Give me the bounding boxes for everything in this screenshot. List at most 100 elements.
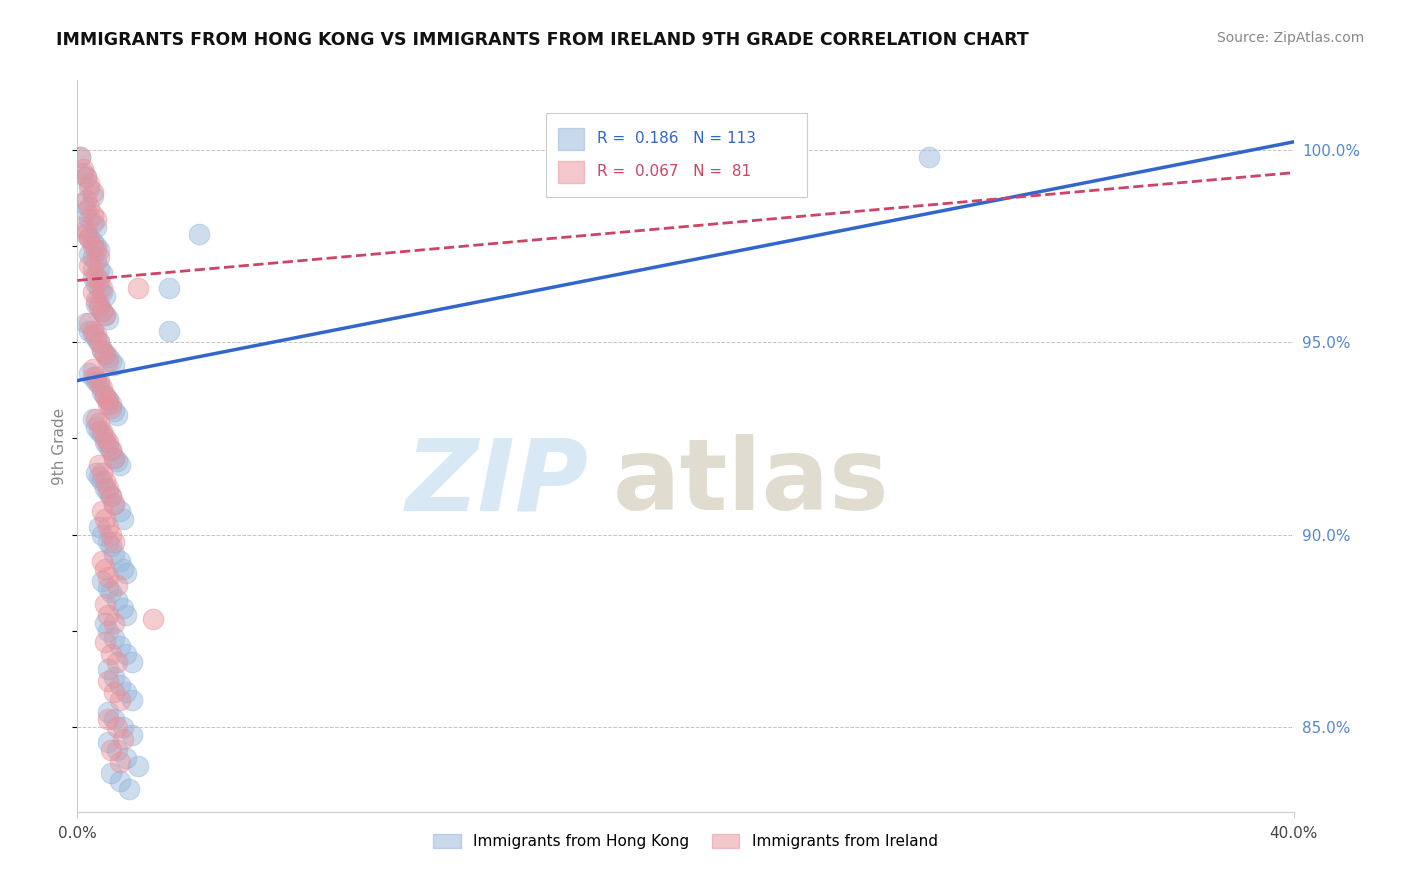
Point [121,728,143,742]
Point [75,169,97,184]
Point [87,296,110,310]
Point [72,219,94,234]
Point [97,624,120,638]
Text: R =  0.067   N =  81: R = 0.067 N = 81 [596,164,751,179]
Point [97,312,120,326]
Point [127,758,149,772]
Point [103,404,125,418]
Point [79,258,101,272]
Point [93,308,115,322]
Point [79,231,101,245]
Point [90,343,112,357]
Point [87,334,110,349]
Point [103,616,125,631]
Point [142,612,165,626]
Point [90,424,112,438]
Point [90,504,112,518]
Point [103,547,125,561]
Point [97,351,120,365]
Point [84,327,107,342]
Point [115,566,138,580]
Point [108,693,131,707]
Point [93,562,115,576]
Point [75,193,97,207]
FancyBboxPatch shape [546,113,807,197]
Point [100,442,122,457]
Point [87,424,110,438]
Point [90,304,112,318]
Point [84,412,107,426]
Point [82,239,104,253]
Point [103,632,125,646]
Point [100,401,122,415]
Point [97,392,120,407]
Point [105,655,128,669]
Point [84,374,107,388]
Point [105,720,128,734]
Point [82,362,104,376]
Point [97,435,120,450]
Point [105,408,128,422]
Bar [558,161,585,183]
Point [93,635,115,649]
Point [115,685,138,699]
Point [97,662,120,676]
Point [84,219,107,234]
Point [97,712,120,726]
Point [90,466,112,480]
Point [105,454,128,468]
Point [108,554,131,568]
Point [97,735,120,749]
Point [111,512,134,526]
Text: R =  0.186   N = 113: R = 0.186 N = 113 [596,131,755,146]
Point [79,231,101,245]
Point [127,281,149,295]
Point [97,673,120,688]
Point [105,593,128,607]
Point [87,377,110,392]
Point [87,458,110,473]
Point [97,705,120,719]
Point [84,254,107,268]
Point [100,489,122,503]
Point [118,781,141,796]
Point [115,647,138,661]
Point [100,527,122,541]
Point [918,150,941,164]
Point [82,327,104,342]
Point [93,474,115,488]
Point [84,243,107,257]
Point [97,485,120,500]
Point [87,470,110,484]
Point [84,293,107,307]
Point [100,489,122,503]
Point [90,474,112,488]
Point [84,466,107,480]
Point [82,285,104,299]
Point [90,554,112,568]
Text: Source: ZipAtlas.com: Source: ZipAtlas.com [1216,31,1364,45]
Point [90,266,112,280]
Point [111,562,134,576]
Point [100,539,122,553]
Point [84,277,107,292]
Point [100,743,122,757]
Point [82,208,104,222]
Point [97,481,120,495]
Point [82,324,104,338]
Point [90,427,112,442]
Point [79,211,101,226]
Point [87,301,110,315]
Point [84,369,107,384]
Point [87,416,110,430]
Point [82,235,104,249]
Point [82,412,104,426]
Point [103,450,125,465]
Point [82,369,104,384]
Point [93,389,115,403]
Point [90,281,112,295]
Point [82,185,104,199]
Point [79,246,101,260]
Text: IMMIGRANTS FROM HONG KONG VS IMMIGRANTS FROM IRELAND 9TH GRADE CORRELATION CHART: IMMIGRANTS FROM HONG KONG VS IMMIGRANTS … [56,31,1029,49]
Point [87,334,110,349]
